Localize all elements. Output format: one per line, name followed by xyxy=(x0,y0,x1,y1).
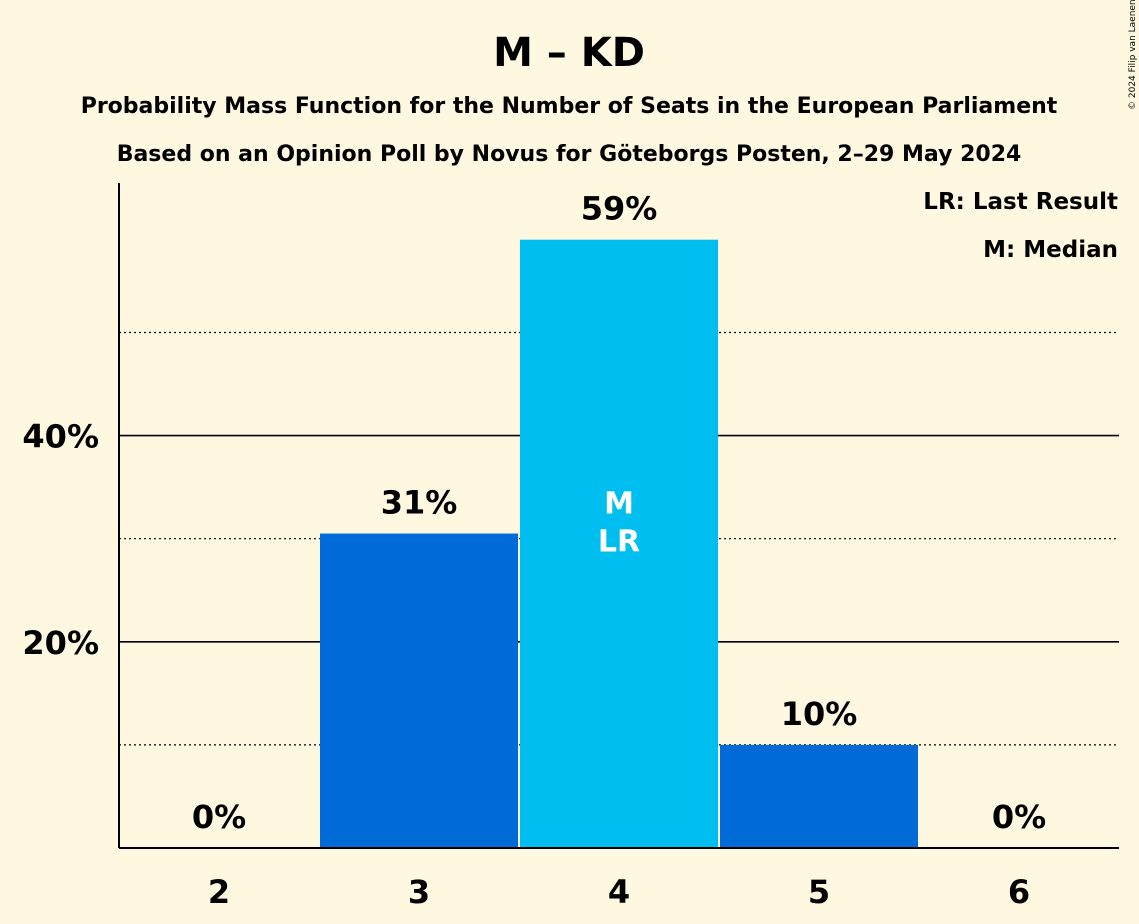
bar-value-label: 0% xyxy=(992,798,1046,836)
bars xyxy=(320,239,918,848)
legend-last-result: LR: Last Result xyxy=(923,189,1118,215)
x-tick-label: 5 xyxy=(808,873,830,911)
chart-subtitle-2: Based on an Opinion Poll by Novus for Gö… xyxy=(117,142,1022,167)
legend-median: M: Median xyxy=(983,237,1118,263)
x-tick-label: 3 xyxy=(408,873,430,911)
bar xyxy=(520,239,718,848)
bar xyxy=(320,533,518,848)
x-tick-label: 2 xyxy=(208,873,230,911)
labels: 20% 40% 0% 2 31% 3 59% 4 MLR 10% 5 0% 6 xyxy=(22,190,1046,911)
copyright-note: © 2024 Filip van Laenen xyxy=(1128,0,1138,110)
axes xyxy=(118,183,1119,849)
bar-value-label: 0% xyxy=(192,798,246,836)
x-tick-label: 4 xyxy=(608,873,630,911)
x-tick-label: 6 xyxy=(1008,873,1030,911)
last-result-marker: LR xyxy=(598,524,640,559)
y-tick-label: 40% xyxy=(22,418,99,456)
bar-value-label: 10% xyxy=(781,695,858,733)
chart-title: M – KD xyxy=(493,30,645,76)
chart-subtitle-1: Probability Mass Function for the Number… xyxy=(81,94,1058,119)
median-marker: M xyxy=(604,486,634,521)
y-tick-label: 20% xyxy=(22,624,99,662)
bar-value-label: 59% xyxy=(581,190,658,228)
bar-value-label: 31% xyxy=(381,484,458,522)
bar xyxy=(720,744,918,848)
